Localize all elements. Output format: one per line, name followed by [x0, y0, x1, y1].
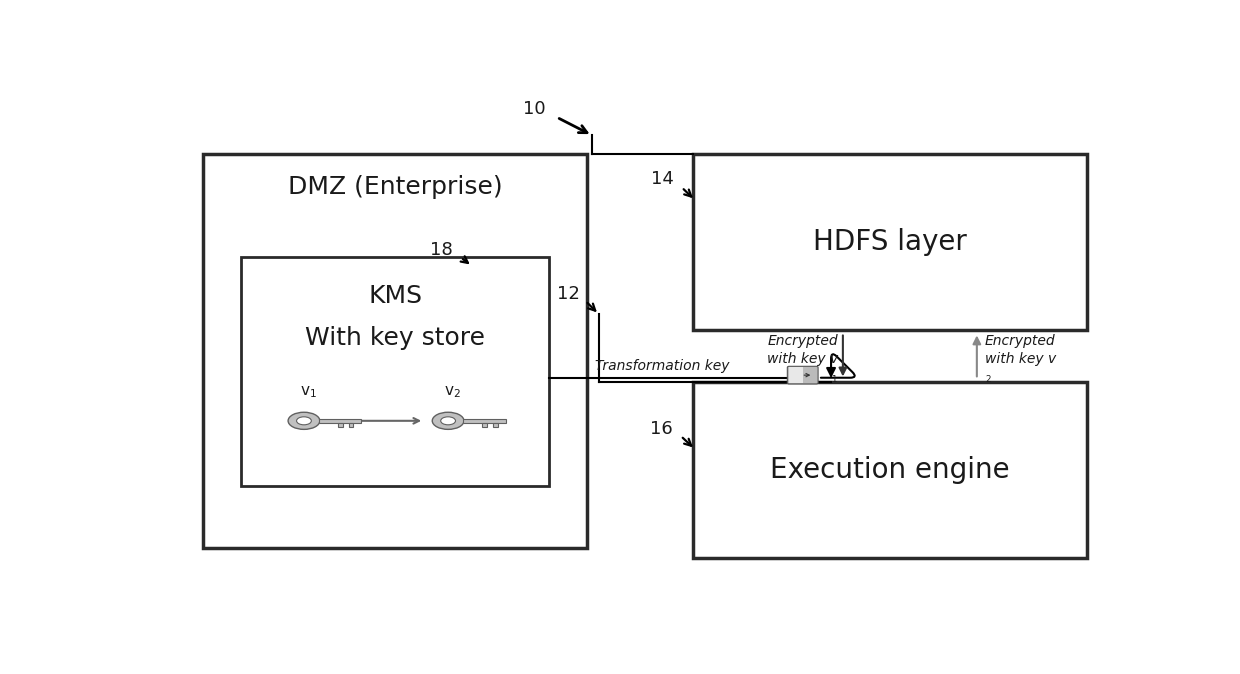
Circle shape	[440, 417, 455, 425]
Text: v$_1$: v$_1$	[300, 384, 317, 400]
Text: 10: 10	[523, 100, 546, 119]
Bar	[203, 154, 588, 548]
FancyBboxPatch shape	[787, 367, 818, 384]
Bar	[693, 154, 1087, 330]
FancyArrowPatch shape	[821, 354, 854, 377]
Text: $_1$: $_1$	[831, 371, 838, 384]
Text: 14: 14	[651, 171, 673, 189]
Text: Encrypted
with key v: Encrypted with key v	[766, 334, 838, 366]
Bar	[348, 423, 353, 427]
Text: HDFS layer: HDFS layer	[813, 228, 967, 255]
Text: 16: 16	[650, 420, 673, 437]
Text: 18: 18	[430, 241, 453, 259]
Bar	[242, 257, 549, 486]
Bar	[789, 367, 802, 383]
Bar	[339, 423, 342, 427]
Text: Execution engine: Execution engine	[770, 456, 1009, 484]
Bar	[494, 423, 497, 427]
Text: DMZ (Enterprise): DMZ (Enterprise)	[288, 175, 502, 200]
Text: v$_2$: v$_2$	[444, 384, 461, 400]
Bar	[319, 419, 362, 423]
Bar	[482, 423, 487, 427]
Bar	[464, 419, 506, 423]
Text: Encrypted
with key v: Encrypted with key v	[985, 334, 1055, 366]
Text: $_2$: $_2$	[985, 371, 991, 384]
Text: With key store: With key store	[305, 326, 485, 350]
Text: 12: 12	[557, 284, 579, 303]
Circle shape	[288, 412, 320, 429]
Text: KMS: KMS	[368, 284, 423, 308]
Bar	[693, 382, 1087, 558]
Circle shape	[433, 412, 464, 429]
Circle shape	[296, 417, 311, 425]
Text: Transformation key: Transformation key	[595, 359, 729, 373]
